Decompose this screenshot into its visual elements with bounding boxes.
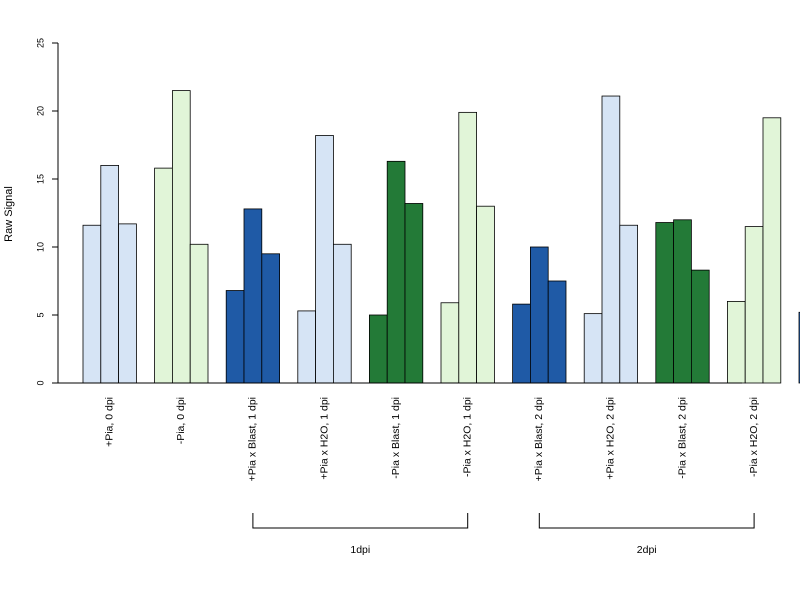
bar-1-rep-2 bbox=[100, 164, 120, 384]
bar-4-rep-3 bbox=[332, 243, 352, 384]
bar-3-rep-2 bbox=[243, 208, 263, 384]
bar-8-rep-2 bbox=[601, 95, 621, 384]
bar-4-rep-1 bbox=[297, 310, 316, 384]
group-brackets-layer: 1dpi2dpi3dpi5dpi bbox=[252, 513, 755, 556]
bar-5-rep-3 bbox=[404, 203, 424, 384]
x-category-label: +Pia x Blast, 1 dpi bbox=[247, 397, 259, 481]
bar-10-rep-3 bbox=[762, 117, 782, 384]
bar-3-rep-3 bbox=[261, 253, 280, 384]
axis-layer: 0 5 10 15 20 25 bbox=[35, 38, 742, 386]
bar-4-rep-2 bbox=[315, 135, 334, 384]
x-category-label: +Pia x Blast, 2 dpi bbox=[533, 397, 545, 481]
group-bracket bbox=[252, 513, 469, 529]
y-axis-label: Raw Signal bbox=[3, 186, 15, 242]
bar-6-rep-3 bbox=[476, 205, 495, 384]
bar-3-rep-1 bbox=[225, 290, 245, 384]
bar-8-rep-3 bbox=[619, 224, 638, 384]
y-tick-label: 15 bbox=[35, 174, 45, 184]
bar-1-rep-1 bbox=[82, 224, 102, 384]
bar-10-rep-2 bbox=[744, 226, 764, 384]
bars-layer bbox=[82, 90, 800, 384]
bar-10-rep-1 bbox=[727, 300, 746, 384]
bar-7-rep-1 bbox=[512, 303, 531, 384]
x-category-label: -Pia x H2O, 2 dpi bbox=[748, 397, 760, 477]
bar-5-rep-2 bbox=[386, 160, 406, 384]
category-labels-layer: +Pia, 0 dpi -Pia, 0 dpi +Pia x Blast, 1 dp… bbox=[103, 397, 760, 481]
x-category-label: -Pia x H2O, 1 dpi bbox=[461, 397, 473, 477]
y-tick-label: 25 bbox=[35, 38, 45, 48]
bar-9-rep-1 bbox=[655, 222, 674, 384]
bar-6-rep-1 bbox=[440, 302, 460, 384]
bar-8-rep-1 bbox=[583, 313, 603, 384]
x-category-label: -Pia x Blast, 2 dpi bbox=[676, 397, 688, 479]
y-tick-label: 5 bbox=[35, 312, 45, 317]
group-label: 1dpi bbox=[350, 544, 370, 556]
bar-5-rep-1 bbox=[368, 314, 388, 384]
bar-6-rep-2 bbox=[458, 111, 477, 384]
bar-1-rep-3 bbox=[118, 223, 137, 384]
x-category-label: +Pia x H2O, 1 dpi bbox=[318, 397, 330, 480]
y-tick-label: 0 bbox=[35, 380, 45, 385]
bar-2-rep-1 bbox=[154, 167, 173, 384]
bar-2-rep-2 bbox=[171, 90, 191, 384]
bar-9-rep-2 bbox=[673, 219, 692, 384]
y-tick-label: 10 bbox=[35, 242, 45, 252]
bar-9-rep-3 bbox=[691, 269, 710, 384]
bar-2-rep-3 bbox=[189, 243, 209, 384]
x-category-label: +Pia x H2O, 2 dpi bbox=[605, 397, 617, 480]
x-category-label: -Pia, 0 dpi bbox=[175, 397, 187, 444]
bar-7-rep-2 bbox=[530, 246, 549, 384]
x-category-label: -Pia x Blast, 1 dpi bbox=[390, 397, 402, 479]
group-label: 2dpi bbox=[637, 544, 657, 556]
x-category-label: +Pia, 0 dpi bbox=[103, 397, 115, 447]
y-tick-label: 20 bbox=[35, 106, 45, 116]
group-bracket bbox=[538, 513, 755, 529]
bar-7-rep-3 bbox=[547, 280, 567, 384]
